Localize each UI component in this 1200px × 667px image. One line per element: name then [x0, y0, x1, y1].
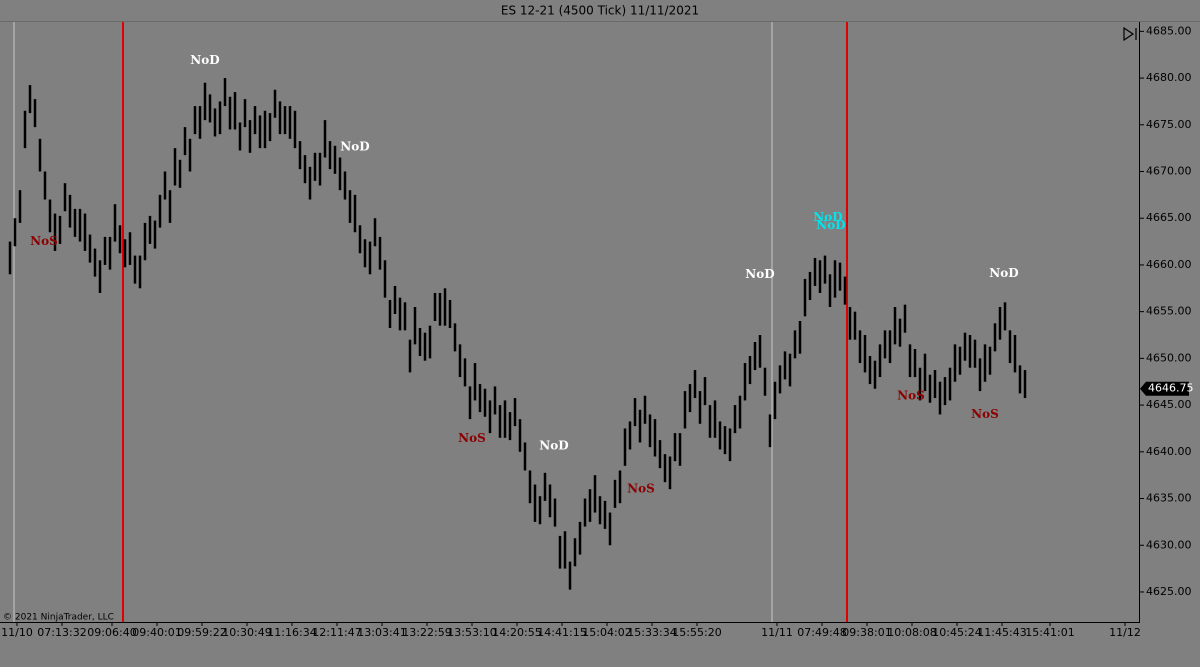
x-tick-label: 09:06:40: [87, 626, 136, 639]
y-tick-label: 4635.00: [1146, 492, 1192, 505]
annotation: NoS: [971, 407, 999, 421]
toggle-glyph[interactable]: [1123, 26, 1137, 42]
y-tick-label: 4660.00: [1146, 258, 1192, 271]
annotation: NoD: [539, 439, 568, 453]
x-tick-label: 11/10: [1, 626, 33, 639]
x-tick-label: 10:45:24: [932, 626, 981, 639]
x-tick-label: 14:41:15: [537, 626, 586, 639]
y-tick-label: 4650.00: [1146, 351, 1192, 364]
y-tick-label: 4625.00: [1146, 585, 1192, 598]
annotation: NoS: [30, 234, 58, 248]
annotation: NoD: [816, 218, 845, 232]
y-tick-label: 4685.00: [1146, 24, 1192, 37]
y-tick-label: 4680.00: [1146, 71, 1192, 84]
x-tick-label: 13:22:59: [402, 626, 451, 639]
watermark: © 2021 NinjaTrader, LLC: [3, 613, 114, 623]
x-tick-label: 15:04:02: [582, 626, 631, 639]
last-price-marker: [1140, 381, 1189, 396]
annotation: NoD: [813, 210, 842, 224]
x-tick-label: 11:45:43: [977, 626, 1026, 639]
x-tick-label: 13:03:41: [357, 626, 406, 639]
x-tick-label: 15:33:34: [627, 626, 676, 639]
y-tick-label: 4630.00: [1146, 538, 1192, 551]
x-tick-label: 10:30:49: [222, 626, 271, 639]
annotation: NoD: [190, 53, 219, 67]
annotation: NoD: [989, 266, 1018, 280]
x-tick-label: 12:11:47: [312, 626, 361, 639]
x-tick-label: 13:53:10: [447, 626, 496, 639]
x-tick-label: 11/12: [1109, 626, 1141, 639]
price-bars: [8, 78, 1027, 590]
annotation: NoD: [340, 140, 369, 154]
x-tick-label: 11/11: [761, 626, 793, 639]
y-tick-label: 4645.00: [1146, 398, 1192, 411]
x-tick-label: 09:40:01: [132, 626, 181, 639]
last-price-label: 4646.75: [1148, 382, 1194, 395]
annotation: NoD: [745, 267, 774, 281]
x-tick-label: 15:55:20: [672, 626, 721, 639]
y-tick-label: 4675.00: [1146, 118, 1192, 131]
x-tick-label: 15:41:01: [1025, 626, 1074, 639]
y-tick-label: 4665.00: [1146, 211, 1192, 224]
x-tick-label: 11:16:34: [267, 626, 316, 639]
annotation: NoS: [458, 431, 486, 445]
x-tick-label: 07:49:48: [797, 626, 846, 639]
x-tick-label: 14:20:55: [492, 626, 541, 639]
x-tick-label: 10:08:08: [887, 626, 936, 639]
x-tick-label: 09:59:22: [177, 626, 226, 639]
y-tick-label: 4655.00: [1146, 305, 1192, 318]
y-tick-label: 4640.00: [1146, 445, 1192, 458]
y-tick-label: 4670.00: [1146, 165, 1192, 178]
x-tick-label: 07:13:32: [37, 626, 86, 639]
panel-toggle-icon[interactable]: [1123, 26, 1137, 42]
annotation: NoS: [627, 482, 655, 496]
chart-title: ES 12-21 (4500 Tick) 11/11/2021: [501, 4, 699, 18]
x-tick-label: 09:38:01: [842, 626, 891, 639]
annotation: NoS: [897, 388, 925, 402]
